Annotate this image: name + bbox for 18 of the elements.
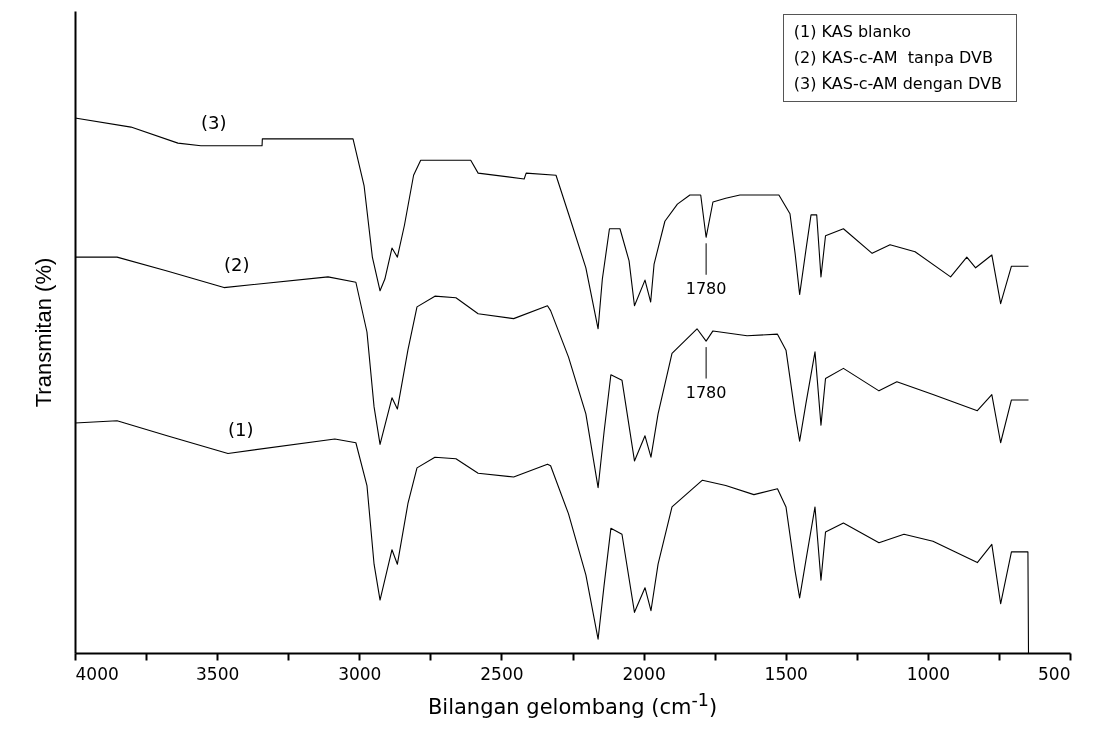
x-tick-label: 500 (1038, 663, 1071, 684)
annotation: 1780 (685, 278, 727, 298)
x-tick-label: 2500 (480, 663, 524, 684)
x-axis-title: Bilangan gelombang (cm$^{-1}$) (426, 690, 719, 719)
annotation: 1780 (685, 382, 727, 402)
text: (2) KAS-c-AM tanpa DVB (793, 47, 994, 69)
x-tick-label: 3000 (338, 663, 382, 684)
text: (3) KAS-c-AM dengan DVB (793, 73, 1002, 95)
series-label: (3) (200, 111, 227, 133)
x-tick-label: 1500 (764, 663, 808, 684)
y-axis-title: Transmitan (%) (30, 257, 56, 408)
x-tick-label: 1000 (906, 663, 950, 684)
x-tick-label: 2000 (622, 663, 666, 684)
series-label: (1) (227, 419, 254, 441)
text: (1) KAS blanko (793, 21, 912, 43)
series-label: (2) (223, 253, 250, 275)
x-tick-label: 4000 (75, 663, 119, 684)
x-tick-label: 3500 (196, 663, 240, 684)
